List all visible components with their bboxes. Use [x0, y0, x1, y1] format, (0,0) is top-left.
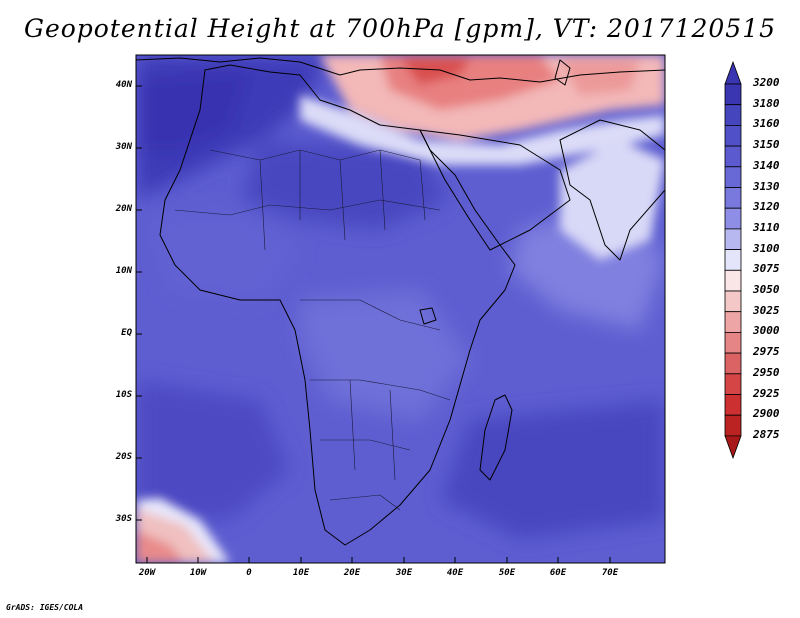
field-s-atlantic	[136, 380, 290, 520]
colorbar-segment	[724, 311, 742, 333]
colorbar-label: 2900	[753, 407, 780, 421]
colorbar-label: 3100	[753, 241, 780, 255]
borders	[174, 149, 451, 511]
colorbar-label: 2925	[753, 386, 780, 400]
field-iran-low	[560, 60, 640, 95]
colorbar-label: 2875	[753, 427, 780, 441]
colorbar	[724, 60, 742, 460]
lat-label-eq: EQ	[121, 328, 132, 338]
colorbar-label: 3025	[753, 303, 780, 317]
colorbar-segment	[724, 269, 742, 292]
lat-label-20s: 20S	[115, 452, 132, 462]
colorbar-label: 3200	[753, 76, 780, 89]
colorbar-label: 3160	[753, 117, 780, 131]
field-india	[560, 140, 665, 260]
lon-label-30e: 30E	[395, 568, 413, 578]
india-coast	[559, 119, 665, 261]
colorbar-segment	[724, 207, 742, 230]
map-title: Geopotential Height at 700hPa [gpm], VT:…	[23, 14, 777, 43]
colorbar-segment	[724, 145, 742, 168]
colorbar-segment	[724, 373, 742, 395]
field-sahara	[240, 140, 450, 230]
lon-label-60e: 60E	[549, 568, 567, 578]
colorbar-segment	[724, 249, 742, 271]
lat-label-30s: 30S	[115, 514, 132, 524]
europe-coast	[136, 57, 665, 83]
lon-label-10w: 10W	[189, 568, 207, 578]
field-nw-core	[136, 70, 250, 150]
colorbar-segment	[724, 228, 742, 250]
border-southern	[320, 379, 411, 481]
lat-label-10s: 10S	[115, 390, 132, 400]
colorbar-label: 2975	[753, 345, 780, 359]
map-frame	[135, 54, 666, 564]
field-s-indian	[440, 400, 665, 540]
border-equatorial	[300, 299, 441, 331]
colorbar-segment	[724, 125, 742, 147]
colorbar-segment	[724, 394, 742, 416]
field-sw-edge	[136, 498, 230, 563]
field-transition	[300, 95, 665, 165]
colorbar-label: 3120	[753, 200, 780, 214]
colorbar-label: 3000	[753, 324, 780, 338]
colorbar-segment	[724, 166, 742, 188]
colorbar-label: 3110	[753, 220, 780, 234]
lon-label-20w: 20W	[138, 568, 156, 578]
lon-label-20e: 20E	[343, 568, 361, 578]
madagascar-coast	[479, 394, 513, 481]
lon-label-50e: 50E	[498, 568, 516, 578]
height-field	[136, 55, 665, 563]
colorbar-segment	[724, 290, 742, 313]
africa-coast	[159, 64, 516, 546]
colorbar-label: 3050	[753, 283, 780, 296]
lat-label-20n: 20N	[115, 204, 132, 214]
border-south-central	[310, 379, 451, 401]
lon-label-40e: 40E	[446, 568, 464, 578]
colorbar-segment	[724, 352, 742, 375]
lake-victoria	[419, 307, 437, 325]
colorbar-segment	[724, 104, 742, 126]
colorbar-top-arrow	[724, 60, 742, 85]
lat-label-40n: 40N	[115, 80, 132, 90]
axis-ticks	[136, 85, 611, 563]
colorbar-label: 3140	[753, 158, 780, 172]
grads-credit: GrADS: IGES/COLA	[6, 603, 84, 612]
colorbar-segment	[724, 83, 742, 106]
caspian-coast	[554, 59, 571, 86]
lat-label-30n: 30N	[115, 142, 132, 152]
border-south-africa	[329, 494, 401, 511]
lon-label-0: 0	[246, 568, 252, 578]
colorbar-label: 3075	[753, 262, 780, 276]
colorbar-label: 3180	[753, 96, 780, 110]
border-meridional	[259, 149, 426, 251]
colorbar-label: 3130	[753, 179, 780, 193]
field-sw-core	[136, 530, 185, 563]
colorbar-segment	[724, 414, 742, 437]
lat-label-10n: 10N	[115, 266, 132, 276]
lon-label-70e: 70E	[601, 568, 619, 578]
colorbar-segment	[724, 187, 742, 209]
border-north	[209, 149, 421, 161]
colorbar-label: 3150	[753, 138, 780, 152]
coastlines	[136, 57, 665, 546]
colorbar-segment	[724, 331, 742, 354]
field-ne-min	[400, 58, 470, 85]
colorbar-label: 2950	[753, 365, 780, 379]
lon-label-10e: 10E	[292, 568, 310, 578]
arabia-coast	[419, 129, 571, 251]
colorbar-bottom-arrow	[724, 435, 742, 460]
